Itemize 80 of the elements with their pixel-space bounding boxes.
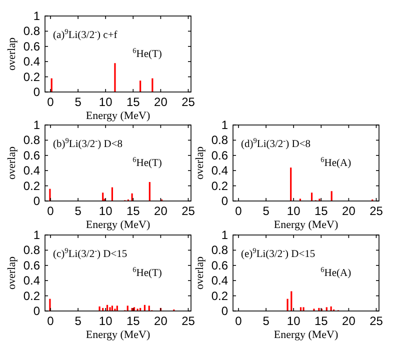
y-tick-label: 0.4	[211, 164, 228, 178]
y-tick-label: 0.8	[211, 243, 228, 258]
x-tick-label: 5	[262, 204, 270, 218]
x-tick-label: 15	[126, 95, 140, 109]
x-tick-label: 25	[182, 204, 196, 218]
annotation: (a)$^{9}$Li(3/2$^{-}$) c+f	[53, 26, 118, 41]
x-tick-label: 20	[154, 95, 168, 109]
y-tick-label: 1	[33, 118, 40, 132]
y-tick-label: 1	[221, 228, 228, 242]
x-axis-title: Energy (MeV)	[274, 329, 338, 341]
annotation: (b)$^{9}$Li(3/2$^{-}$) D<8	[53, 135, 123, 150]
x-tick-label: 25	[370, 204, 384, 218]
y-tick-label: 0.8	[23, 133, 40, 148]
y-tick-label: 0.8	[23, 24, 40, 38]
y-tick-label: 0.8	[211, 133, 228, 148]
x-tick-label: 15	[314, 204, 328, 218]
x-tick-label: 5	[74, 204, 82, 218]
y-axis-title: overlap	[6, 146, 18, 180]
y-axis-title: overlap	[194, 256, 206, 290]
y-tick-label: 0.6	[23, 39, 40, 54]
x-axis-title: Energy (MeV)	[274, 219, 338, 231]
x-tick-label: 15	[314, 314, 328, 328]
y-tick-label: 1	[221, 118, 228, 132]
y-tick-label: 0.2	[23, 70, 40, 84]
y-tick-label: 0	[33, 194, 40, 208]
x-tick-label: 5	[262, 314, 270, 328]
y-axis-title: overlap	[6, 37, 18, 70]
x-tick-label: 10	[98, 95, 113, 109]
y-tick-label: 0.2	[23, 288, 40, 303]
x-axis-title: Energy (MeV)	[86, 329, 150, 341]
x-axis-title: Energy (MeV)	[86, 219, 150, 231]
x-tick-label: 5	[74, 95, 82, 109]
y-tick-label: 1	[33, 228, 40, 242]
x-tick-label: 20	[154, 314, 168, 328]
x-tick-label: 25	[182, 95, 196, 109]
x-tick-label: 25	[182, 314, 196, 328]
y-tick-label: 0.6	[211, 258, 228, 272]
annotation: (d)$^{9}$Li(3/2$^{-}$) D<8	[241, 135, 311, 150]
y-axis-title: overlap	[194, 146, 206, 180]
x-tick-label: 10	[286, 314, 301, 328]
annotation: $^{6}$He(T)	[132, 264, 162, 279]
x-tick-label: 10	[98, 204, 113, 218]
x-tick-label: 0	[235, 204, 242, 218]
annotation: (e)$^{9}$Li(3/2$^{-}$) D<15	[241, 245, 316, 260]
x-tick-label: 15	[126, 204, 140, 218]
annotation: (c)$^{9}$Li(3/2$^{-}$) D<15	[53, 245, 128, 260]
y-tick-label: 0.6	[211, 148, 228, 162]
x-tick-label: 5	[74, 314, 82, 328]
y-tick-label: 0.4	[211, 274, 228, 288]
x-tick-label: 20	[154, 204, 168, 218]
y-tick-label: 1	[33, 9, 40, 23]
x-axis-title: Energy (MeV)	[86, 110, 150, 122]
x-tick-label: 10	[286, 204, 301, 218]
annotation: $^{6}$He(A)	[320, 264, 352, 279]
x-tick-label: 0	[47, 204, 54, 218]
y-tick-label: 0.2	[211, 288, 228, 303]
x-tick-label: 0	[47, 95, 54, 109]
x-tick-label: 20	[342, 204, 356, 218]
y-tick-label: 0.2	[211, 178, 228, 193]
annotation: $^{6}$He(T)	[132, 45, 162, 60]
y-tick-label: 0.4	[23, 164, 40, 178]
x-tick-label: 0	[235, 314, 242, 328]
x-tick-label: 25	[370, 314, 384, 328]
y-tick-label: 0.2	[23, 178, 40, 193]
y-tick-label: 0.4	[23, 54, 40, 69]
y-tick-label: 0	[221, 304, 228, 318]
y-tick-label: 0	[33, 85, 40, 99]
y-tick-label: 0.6	[23, 258, 40, 272]
y-tick-label: 0	[221, 194, 228, 208]
y-tick-label: 0.4	[23, 274, 40, 288]
x-tick-label: 10	[98, 314, 113, 328]
x-tick-label: 20	[342, 314, 356, 328]
annotation: $^{6}$He(A)	[320, 154, 352, 169]
y-axis-title: overlap	[6, 256, 18, 290]
x-tick-label: 15	[126, 314, 140, 328]
y-tick-label: 0	[33, 304, 40, 318]
y-tick-label: 0.6	[23, 148, 40, 162]
x-tick-label: 0	[47, 314, 54, 328]
annotation: $^{6}$He(T)	[132, 154, 162, 169]
y-tick-label: 0.8	[23, 243, 40, 258]
